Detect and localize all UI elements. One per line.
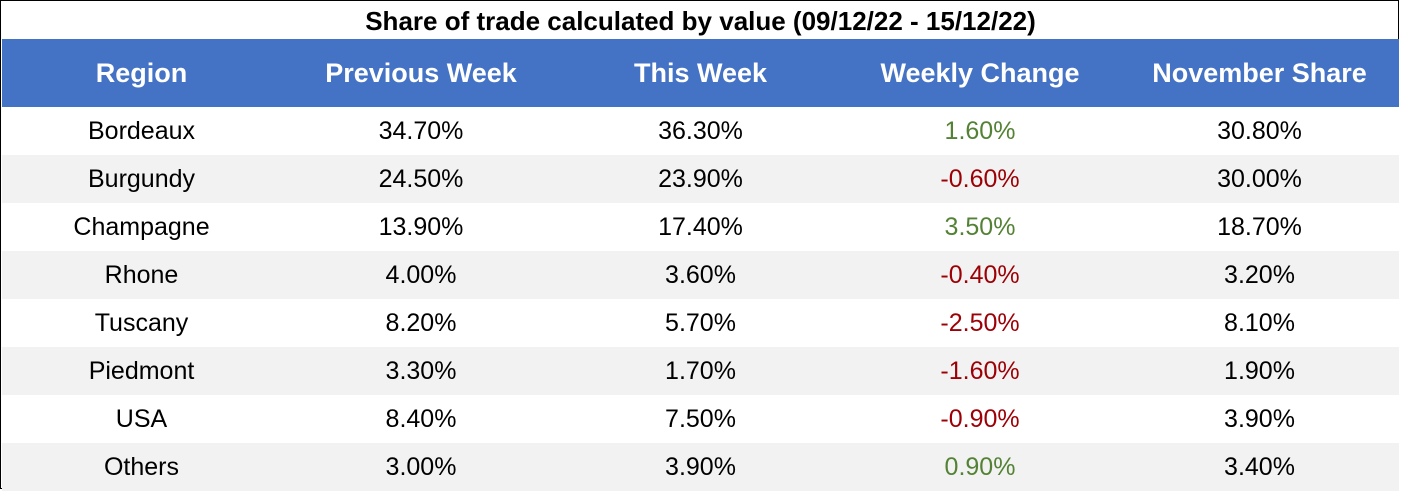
column-header-this-week: This Week — [561, 39, 840, 107]
cell-this-week: 3.90% — [561, 443, 840, 491]
cell-region: Rhone — [2, 251, 281, 299]
table-body: Bordeaux 34.70% 36.30% 1.60% 30.80% Burgundy 2… — [2, 107, 1399, 491]
column-header-previous-week: Previous Week — [281, 39, 561, 107]
cell-november-share: 18.70% — [1120, 203, 1399, 251]
cell-november-share: 30.80% — [1120, 107, 1399, 155]
cell-region: Champagne — [2, 203, 281, 251]
table-row: USA 8.40% 7.50% -0.90% 3.90% — [2, 395, 1399, 443]
cell-november-share: 3.90% — [1120, 395, 1399, 443]
table-row: Tuscany 8.20% 5.70% -2.50% 8.10% — [2, 299, 1399, 347]
cell-november-share: 1.90% — [1120, 347, 1399, 395]
cell-weekly-change: 1.60% — [840, 107, 1120, 155]
cell-weekly-change: -2.50% — [840, 299, 1120, 347]
cell-region: Bordeaux — [2, 107, 281, 155]
table-row: Burgundy 24.50% 23.90% -0.60% 30.00% — [2, 155, 1399, 203]
trade-share-table: Region Previous Week This Week Weekly Ch… — [2, 39, 1399, 491]
cell-weekly-change: -0.90% — [840, 395, 1120, 443]
cell-november-share: 3.20% — [1120, 251, 1399, 299]
cell-previous-week: 8.20% — [281, 299, 561, 347]
cell-this-week: 17.40% — [561, 203, 840, 251]
cell-november-share: 3.40% — [1120, 443, 1399, 491]
cell-this-week: 5.70% — [561, 299, 840, 347]
cell-this-week: 36.30% — [561, 107, 840, 155]
cell-previous-week: 3.30% — [281, 347, 561, 395]
column-header-region: Region — [2, 39, 281, 107]
cell-previous-week: 34.70% — [281, 107, 561, 155]
cell-previous-week: 3.00% — [281, 443, 561, 491]
table-row: Rhone 4.00% 3.60% -0.40% 3.20% — [2, 251, 1399, 299]
table-title: Share of trade calculated by value (09/1… — [365, 6, 1036, 36]
cell-weekly-change: 0.90% — [840, 443, 1120, 491]
cell-region: Burgundy — [2, 155, 281, 203]
cell-this-week: 7.50% — [561, 395, 840, 443]
cell-region: Tuscany — [2, 299, 281, 347]
cell-previous-week: 4.00% — [281, 251, 561, 299]
table-header-row: Region Previous Week This Week Weekly Ch… — [2, 39, 1399, 107]
cell-november-share: 8.10% — [1120, 299, 1399, 347]
cell-this-week: 23.90% — [561, 155, 840, 203]
cell-previous-week: 13.90% — [281, 203, 561, 251]
cell-region: USA — [2, 395, 281, 443]
cell-weekly-change: -1.60% — [840, 347, 1120, 395]
table-row: Piedmont 3.30% 1.70% -1.60% 1.90% — [2, 347, 1399, 395]
cell-region: Others — [2, 443, 281, 491]
table-row: Bordeaux 34.70% 36.30% 1.60% 30.80% — [2, 107, 1399, 155]
table-row: Champagne 13.90% 17.40% 3.50% 18.70% — [2, 203, 1399, 251]
cell-previous-week: 24.50% — [281, 155, 561, 203]
cell-weekly-change: -0.40% — [840, 251, 1120, 299]
cell-november-share: 30.00% — [1120, 155, 1399, 203]
cell-this-week: 3.60% — [561, 251, 840, 299]
cell-weekly-change: -0.60% — [840, 155, 1120, 203]
cell-region: Piedmont — [2, 347, 281, 395]
table-row: Others 3.00% 3.90% 0.90% 3.40% — [2, 443, 1399, 491]
cell-this-week: 1.70% — [561, 347, 840, 395]
cell-weekly-change: 3.50% — [840, 203, 1120, 251]
column-header-november-share: November Share — [1120, 39, 1399, 107]
cell-previous-week: 8.40% — [281, 395, 561, 443]
column-header-weekly-change: Weekly Change — [840, 39, 1120, 107]
